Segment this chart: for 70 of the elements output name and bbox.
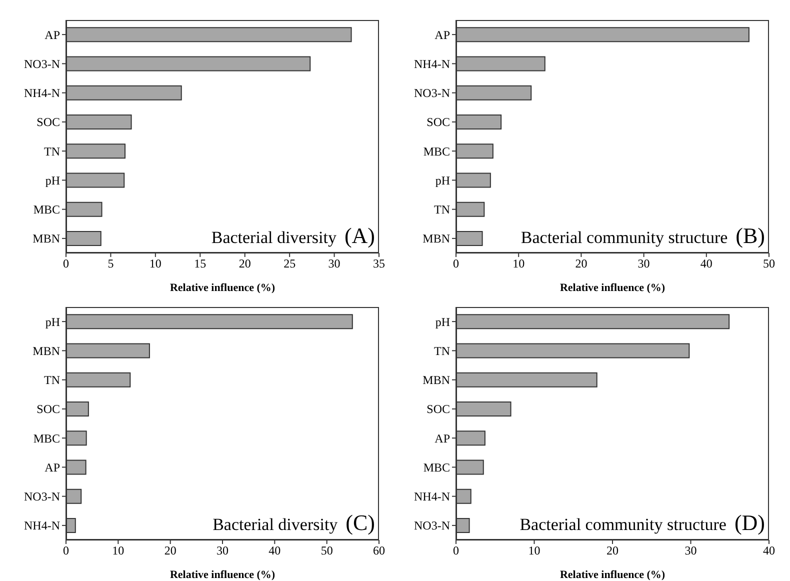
y-tick-label: SOC	[36, 402, 60, 416]
x-tick-label: 0	[63, 544, 69, 558]
x-tick-label: 30	[216, 544, 228, 558]
y-tick-label: MBC	[33, 202, 60, 217]
y-tick-label: pH	[45, 173, 60, 188]
y-tick-label: SOC	[426, 402, 450, 416]
x-tick-label: 30	[638, 256, 650, 271]
y-tick-label: TN	[434, 344, 450, 358]
x-tick-label: 30	[328, 256, 340, 271]
x-tick-label: 10	[512, 256, 525, 271]
y-tick-label: NO3-N	[24, 490, 60, 504]
annotation: (D)	[734, 510, 765, 536]
y-tick-label: TN	[44, 144, 60, 158]
x-axis-title: Relative influence (%)	[170, 569, 276, 581]
annotation: Bacterial community structure	[520, 227, 728, 249]
x-tick-label: 60	[373, 544, 385, 558]
y-tick-label: AP	[44, 28, 60, 42]
x-axis-title: Relative influence (%)	[560, 282, 666, 294]
annotation: (C)	[346, 510, 375, 536]
x-tick-label: 0	[453, 544, 459, 558]
y-tick-label: TN	[434, 202, 450, 217]
x-tick-label: 20	[238, 256, 251, 271]
y-tick-label: NH4-N	[24, 86, 60, 100]
x-axis-title: Relative influence (%)	[560, 569, 666, 581]
annotation: Bacterial diversity	[211, 227, 336, 249]
x-tick-label: 40	[763, 544, 775, 558]
x-tick-label: 0	[453, 256, 459, 271]
x-tick-label: 10	[112, 544, 124, 558]
x-tick-label: 5	[108, 256, 114, 271]
annotation: (B)	[736, 223, 765, 249]
x-tick-label: 40	[700, 256, 712, 271]
annotation: (A)	[344, 223, 375, 249]
y-tick-label: AP	[434, 28, 450, 42]
annotation: Bacterial community structure	[520, 514, 726, 536]
y-tick-label: MBC	[423, 144, 450, 158]
y-tick-label: pH	[45, 314, 60, 329]
x-tick-label: 0	[63, 256, 69, 271]
y-tick-label: SOC	[426, 115, 450, 130]
y-tick-label: MBC	[423, 460, 450, 474]
x-tick-label: 40	[268, 544, 281, 558]
y-tick-label: NO3-N	[414, 86, 450, 100]
y-tick-label: NO3-N	[24, 56, 60, 71]
x-tick-label: 15	[194, 256, 206, 271]
x-tick-label: 20	[575, 256, 588, 271]
y-tick-label: NH4-N	[414, 490, 450, 504]
x-tick-label: 20	[164, 544, 176, 558]
x-tick-label: 10	[149, 256, 162, 271]
y-tick-label: SOC	[36, 115, 60, 130]
y-tick-label: MBN	[32, 344, 60, 358]
annotation: Bacterial diversity	[212, 514, 338, 536]
y-tick-label: NH4-N	[414, 56, 450, 71]
y-tick-label: TN	[44, 373, 60, 388]
x-tick-label: 10	[528, 544, 540, 558]
y-tick-label: NO3-N	[414, 518, 450, 533]
y-tick-label: AP	[434, 431, 450, 446]
y-tick-label: MBC	[33, 431, 60, 446]
x-tick-label: 30	[684, 544, 697, 558]
y-tick-label: MBN	[422, 232, 450, 246]
x-tick-label: 50	[320, 544, 333, 558]
x-tick-label: 25	[284, 256, 296, 271]
y-tick-label: MBN	[422, 373, 450, 388]
x-tick-label: 35	[373, 256, 385, 271]
y-tick-label: pH	[435, 173, 450, 188]
y-tick-label: MBN	[32, 232, 60, 246]
y-tick-label: pH	[435, 314, 450, 329]
x-axis-title: Relative influence (%)	[170, 282, 276, 294]
y-tick-label: AP	[44, 460, 60, 474]
x-tick-label: 50	[763, 256, 775, 271]
y-tick-label: NH4-N	[24, 518, 60, 533]
x-tick-label: 20	[606, 544, 618, 558]
